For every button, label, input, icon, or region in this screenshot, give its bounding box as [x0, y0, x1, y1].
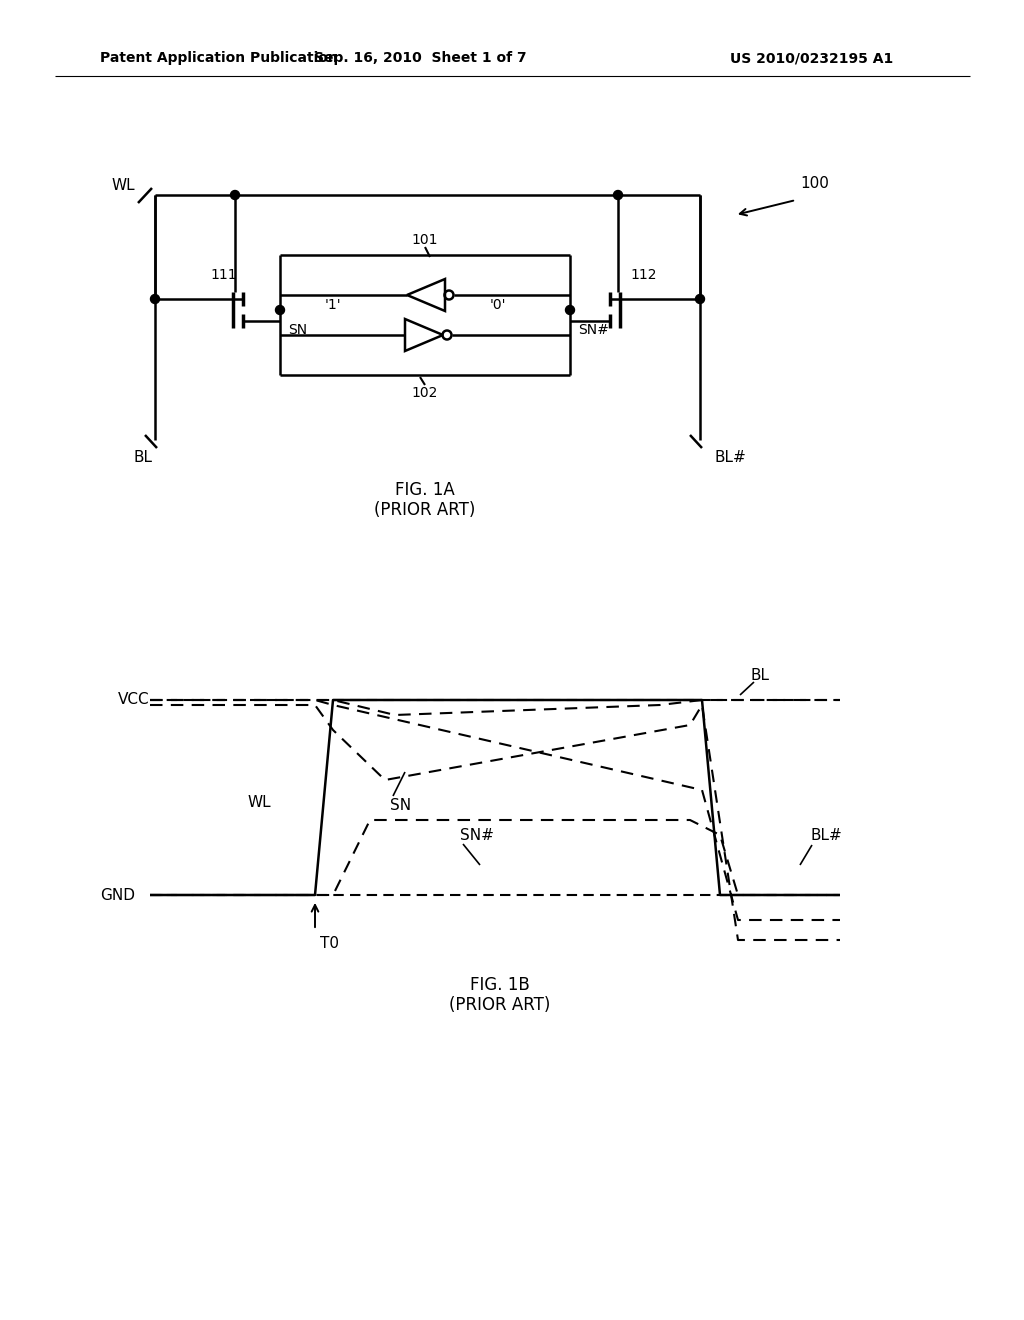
Text: (PRIOR ART): (PRIOR ART) — [450, 997, 551, 1014]
Text: '1': '1' — [325, 298, 342, 312]
Text: 100: 100 — [800, 176, 828, 190]
Text: Patent Application Publication: Patent Application Publication — [100, 51, 338, 65]
Text: SN#: SN# — [460, 828, 494, 842]
Text: GND: GND — [100, 887, 135, 903]
Text: (PRIOR ART): (PRIOR ART) — [375, 502, 476, 519]
Text: FIG. 1B: FIG. 1B — [470, 975, 529, 994]
Text: BL#: BL# — [715, 450, 746, 466]
Text: 102: 102 — [412, 385, 438, 400]
Circle shape — [565, 305, 574, 314]
Text: WL: WL — [112, 177, 135, 193]
Text: SN: SN — [288, 323, 307, 337]
Circle shape — [230, 190, 240, 199]
Circle shape — [151, 294, 160, 304]
Text: SN#: SN# — [578, 323, 609, 337]
Circle shape — [613, 190, 623, 199]
Text: Sep. 16, 2010  Sheet 1 of 7: Sep. 16, 2010 Sheet 1 of 7 — [313, 51, 526, 65]
Text: T0: T0 — [319, 936, 339, 950]
Circle shape — [275, 305, 285, 314]
Text: BL: BL — [133, 450, 153, 466]
Text: SN: SN — [390, 797, 411, 813]
Text: '0': '0' — [490, 298, 507, 312]
Text: 112: 112 — [630, 268, 656, 282]
Text: 111: 111 — [210, 268, 237, 282]
Circle shape — [695, 294, 705, 304]
Text: FIG. 1A: FIG. 1A — [395, 480, 455, 499]
Text: WL: WL — [248, 795, 271, 810]
Text: VCC: VCC — [118, 693, 150, 708]
Text: BL: BL — [750, 668, 769, 682]
Text: BL#: BL# — [810, 828, 842, 842]
Text: 101: 101 — [412, 234, 438, 247]
Text: US 2010/0232195 A1: US 2010/0232195 A1 — [730, 51, 893, 65]
